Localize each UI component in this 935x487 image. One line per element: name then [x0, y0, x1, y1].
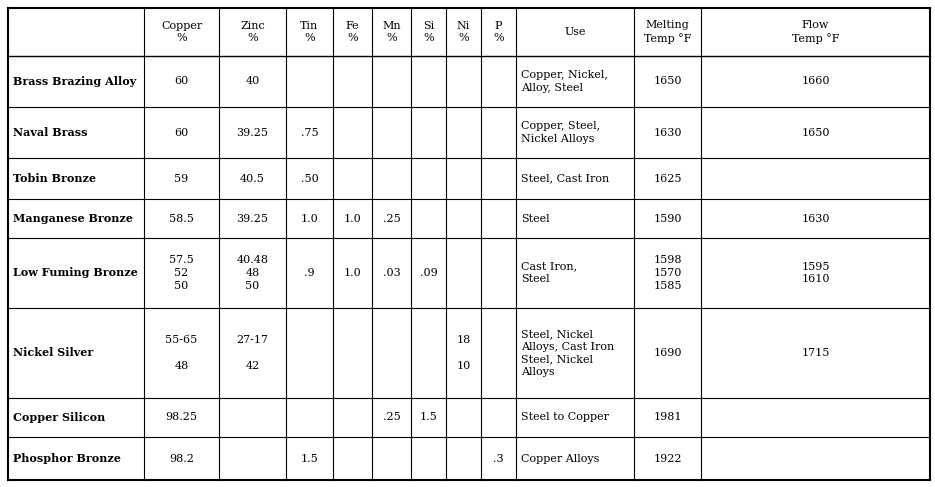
- Text: 60: 60: [174, 128, 189, 137]
- Text: 18

10: 18 10: [456, 335, 470, 371]
- Text: 40: 40: [245, 76, 260, 87]
- Text: Copper Alloys: Copper Alloys: [521, 453, 599, 464]
- Text: 39.25: 39.25: [237, 213, 268, 224]
- Text: 1590: 1590: [654, 213, 682, 224]
- Text: 59: 59: [174, 173, 189, 184]
- Text: .9: .9: [304, 268, 315, 278]
- Text: Si
%: Si %: [423, 20, 434, 43]
- Text: 1625: 1625: [654, 173, 682, 184]
- Text: 1690: 1690: [654, 348, 682, 358]
- Text: Fe
%: Fe %: [346, 20, 359, 43]
- Text: 1.0: 1.0: [344, 268, 361, 278]
- Text: 55-65

48: 55-65 48: [165, 335, 197, 371]
- Text: 1.0: 1.0: [344, 213, 361, 224]
- Text: 98.25: 98.25: [165, 412, 197, 423]
- Text: .25: .25: [382, 412, 400, 423]
- Text: P
%: P %: [493, 20, 504, 43]
- Text: Steel, Nickel
Alloys, Cast Iron
Steel, Nickel
Alloys: Steel, Nickel Alloys, Cast Iron Steel, N…: [521, 329, 614, 377]
- Text: .25: .25: [382, 213, 400, 224]
- Text: 1.5: 1.5: [420, 412, 438, 423]
- Text: 1598
1570
1585: 1598 1570 1585: [654, 255, 682, 291]
- Text: 27-17

42: 27-17 42: [237, 335, 268, 371]
- Text: .50: .50: [301, 173, 319, 184]
- Text: Phosphor Bronze: Phosphor Bronze: [13, 453, 121, 464]
- Text: Flow
Temp °F: Flow Temp °F: [792, 20, 840, 44]
- Text: Mn
%: Mn %: [382, 20, 401, 43]
- Text: .09: .09: [420, 268, 438, 278]
- Text: 1650: 1650: [654, 76, 682, 87]
- Text: 39.25: 39.25: [237, 128, 268, 137]
- Text: Steel: Steel: [521, 213, 550, 224]
- Text: Steel to Copper: Steel to Copper: [521, 412, 609, 423]
- Text: Nickel Silver: Nickel Silver: [13, 348, 94, 358]
- Text: 1650: 1650: [801, 128, 829, 137]
- Text: .75: .75: [301, 128, 318, 137]
- Text: Low Fuming Bronze: Low Fuming Bronze: [13, 267, 137, 279]
- Text: Copper, Nickel,
Alloy, Steel: Copper, Nickel, Alloy, Steel: [521, 70, 608, 93]
- Text: 1595
1610: 1595 1610: [801, 262, 829, 284]
- Text: 1922: 1922: [654, 453, 682, 464]
- Text: 1660: 1660: [801, 76, 829, 87]
- Text: 1.0: 1.0: [301, 213, 319, 224]
- Text: .3: .3: [493, 453, 504, 464]
- Text: Ni
%: Ni %: [457, 20, 470, 43]
- Text: Steel, Cast Iron: Steel, Cast Iron: [521, 173, 610, 184]
- Text: 98.2: 98.2: [169, 453, 194, 464]
- Text: 1981: 1981: [654, 412, 682, 423]
- Text: 60: 60: [174, 76, 189, 87]
- Text: 1715: 1715: [801, 348, 829, 358]
- Text: Copper Silicon: Copper Silicon: [13, 412, 106, 423]
- Text: 1630: 1630: [654, 128, 682, 137]
- Text: 57.5
52
50: 57.5 52 50: [169, 255, 194, 291]
- Text: .03: .03: [382, 268, 400, 278]
- Text: 1.5: 1.5: [301, 453, 319, 464]
- Text: Manganese Bronze: Manganese Bronze: [13, 213, 133, 224]
- Text: Naval Brass: Naval Brass: [13, 127, 88, 138]
- Text: Zinc
%: Zinc %: [240, 20, 265, 43]
- Text: Tobin Bronze: Tobin Bronze: [13, 173, 96, 184]
- Text: Cast Iron,
Steel: Cast Iron, Steel: [521, 262, 577, 284]
- Text: Melting
Temp °F: Melting Temp °F: [644, 20, 691, 44]
- Text: Use: Use: [564, 27, 585, 37]
- Text: Copper, Steel,
Nickel Alloys: Copper, Steel, Nickel Alloys: [521, 121, 600, 144]
- Text: 58.5: 58.5: [169, 213, 194, 224]
- Text: Brass Brazing Alloy: Brass Brazing Alloy: [13, 76, 137, 87]
- Text: Tin
%: Tin %: [300, 20, 319, 43]
- Text: 1630: 1630: [801, 213, 829, 224]
- Text: Copper
%: Copper %: [161, 20, 202, 43]
- Text: 40.5: 40.5: [240, 173, 265, 184]
- Text: 40.48
48
50: 40.48 48 50: [237, 255, 268, 291]
